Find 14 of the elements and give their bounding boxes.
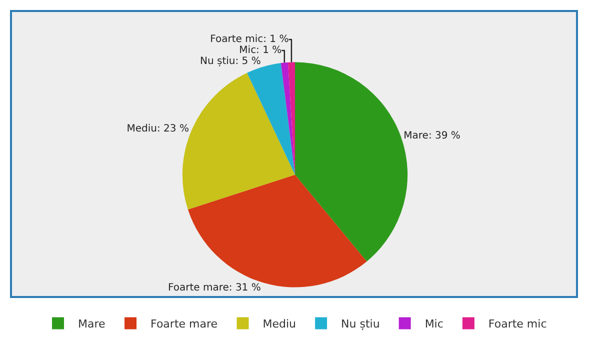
legend-label: Mic: [424, 318, 444, 331]
legend-label: Nu știu: [341, 318, 380, 331]
pie-slice: [280, 62, 295, 175]
data-label: Mic: 1 %: [239, 45, 282, 56]
legend-label: Foarte mic: [488, 318, 547, 331]
legend-label: Mare: [78, 318, 106, 331]
data-label: Mare: 39 %: [404, 130, 460, 142]
pie-slice: [247, 63, 295, 175]
data-label: Foarte mic: 1 %: [210, 34, 289, 46]
data-label: Foarte mare: 31 %: [168, 282, 261, 294]
data-label: Nu știu: 5 %: [200, 56, 261, 68]
legend-label: Foarte mare: [150, 318, 218, 331]
legend-label: Mediu: [262, 318, 296, 331]
data-label: Mediu: 23 %: [126, 124, 189, 135]
